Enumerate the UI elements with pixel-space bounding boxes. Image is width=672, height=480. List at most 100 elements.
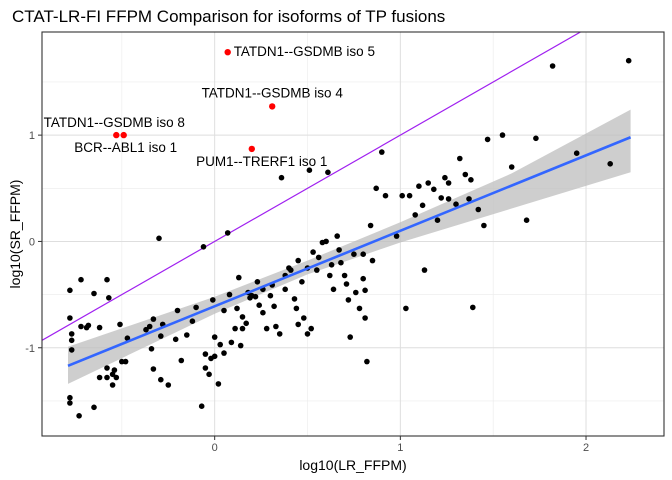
data-point (104, 365, 110, 371)
data-point (406, 192, 413, 199)
highlighted-point-label: BCR--ABL1 iso 1 (74, 140, 177, 155)
data-point (67, 315, 73, 321)
data-point (273, 323, 279, 330)
data-point (158, 376, 164, 383)
data-point (189, 318, 196, 325)
plot-panel (42, 32, 664, 436)
data-point (271, 303, 277, 310)
data-point (470, 304, 476, 311)
data-point (334, 233, 341, 239)
data-point (475, 206, 482, 213)
data-point (360, 275, 367, 282)
data-point (330, 286, 337, 293)
data-point (345, 297, 352, 303)
data-point (158, 333, 164, 339)
data-point (78, 323, 84, 330)
data-point (360, 251, 367, 257)
data-point (184, 332, 190, 338)
data-point (276, 331, 283, 337)
x-tick-label: 1 (397, 442, 403, 454)
data-point (310, 249, 316, 255)
data-point (239, 314, 246, 320)
chart-title: CTAT-LR-FI FFPM Comparison for isoforms … (12, 7, 445, 26)
data-point (351, 251, 357, 257)
data-point (202, 365, 209, 371)
data-point (419, 202, 426, 209)
data-point (356, 305, 363, 312)
data-point (314, 267, 320, 273)
data-point (96, 324, 103, 331)
data-point (78, 276, 84, 283)
data-point (178, 357, 185, 364)
data-point (256, 302, 263, 309)
data-point (68, 331, 75, 337)
data-point (445, 180, 452, 186)
highlighted-point (269, 103, 276, 110)
data-point (91, 290, 97, 297)
data-point (91, 404, 97, 411)
data-point (260, 309, 266, 316)
data-point (113, 374, 120, 381)
data-point (367, 222, 374, 229)
data-point (172, 336, 179, 343)
data-point (533, 135, 539, 142)
data-point (228, 339, 235, 346)
data-point (243, 320, 249, 327)
data-point (438, 195, 445, 201)
data-point (341, 272, 348, 279)
data-point (364, 358, 370, 365)
data-point (362, 287, 368, 294)
data-point (148, 346, 155, 352)
data-point (124, 335, 131, 342)
panel-border (41, 31, 665, 437)
data-point (111, 367, 118, 373)
data-point (403, 305, 409, 312)
data-point (323, 238, 329, 245)
data-point (484, 136, 491, 143)
data-point (434, 217, 441, 223)
data-point (263, 325, 270, 332)
data-point (221, 350, 227, 356)
data-point (237, 342, 244, 349)
data-point (67, 394, 73, 401)
x-axis-title: log10(LR_FFPM) (299, 457, 406, 473)
y-axis-title: log10(SR_FFPM) (7, 180, 23, 289)
data-point (68, 347, 75, 353)
axis-ticks: 0 1 2 -1 0 1 (25, 130, 589, 454)
data-point (150, 316, 157, 322)
data-point (343, 281, 350, 287)
regression-line (67, 136, 632, 368)
data-point (499, 132, 506, 138)
data-point (117, 321, 123, 328)
data-point (96, 374, 103, 381)
point-annotations: TATDN1--GSDMB iso 5 TATDN1--GSDMB iso 4 TA… (44, 44, 375, 169)
x-tick-label: 0 (212, 442, 218, 454)
data-point (215, 381, 222, 387)
data-point (412, 212, 419, 218)
data-point (76, 413, 82, 419)
data-point (202, 351, 209, 357)
data-point (150, 366, 157, 372)
data-point (293, 305, 300, 312)
highlighted-point-label: TATDN1--GSDMB iso 5 (234, 44, 375, 59)
data-point (462, 171, 469, 178)
data-point (308, 325, 315, 332)
y-tick-label: -1 (25, 343, 35, 355)
data-point (193, 304, 199, 311)
data-point (625, 57, 632, 64)
data-point (399, 192, 406, 199)
data-point (453, 201, 459, 207)
data-point (445, 196, 452, 202)
data-point (226, 291, 233, 298)
data-point (206, 371, 212, 378)
data-point (382, 192, 389, 199)
data-point (373, 185, 380, 192)
data-point (299, 279, 305, 285)
highlighted-point (113, 131, 120, 139)
data-point (306, 167, 313, 173)
highlighted-point-label: TATDN1--GSDMB iso 4 (202, 85, 344, 100)
data-point (421, 267, 428, 273)
data-point (466, 196, 472, 202)
data-point (278, 174, 285, 181)
data-point (336, 247, 342, 253)
